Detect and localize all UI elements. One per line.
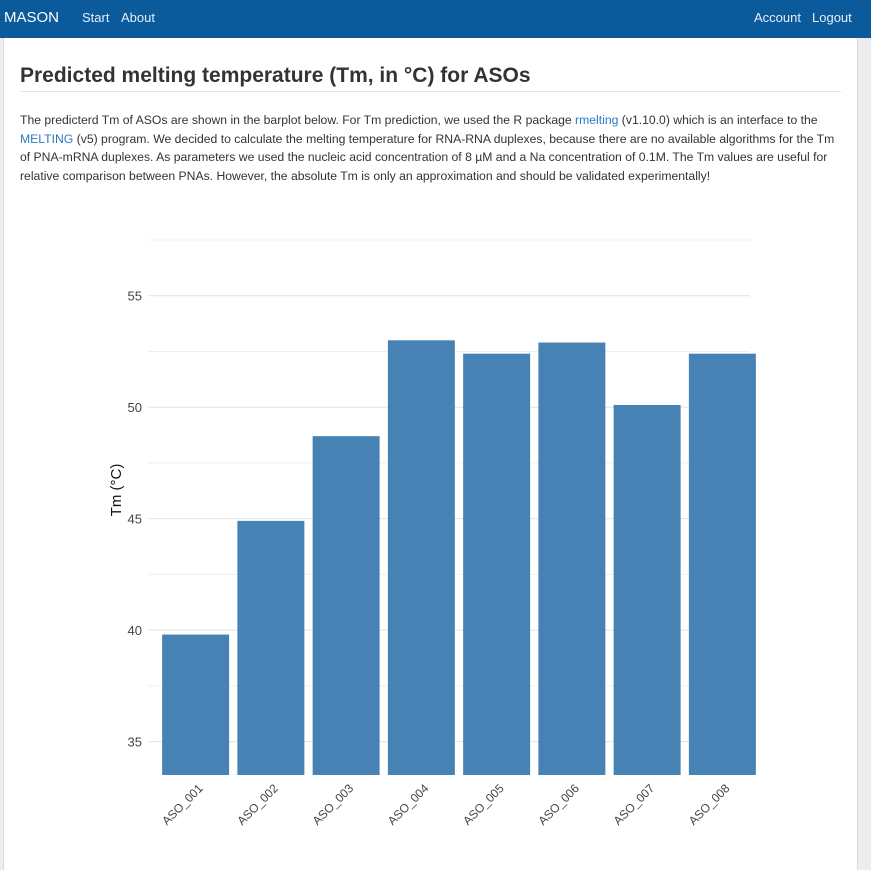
x-tick-label: ASO_007 xyxy=(611,781,658,828)
x-tick-label: ASO_001 xyxy=(159,781,206,828)
bar-aso-003 xyxy=(312,436,380,775)
nav-logout-link[interactable]: Logout xyxy=(812,10,852,25)
bar-aso-001 xyxy=(162,634,230,775)
melting-link[interactable]: MELTING xyxy=(20,131,74,146)
y-axis-ticks: 35 40 45 50 55 xyxy=(128,289,142,750)
y-tick-label: 55 xyxy=(128,289,142,304)
x-tick-label: ASO_004 xyxy=(385,781,432,828)
bar-aso-004 xyxy=(387,340,455,775)
rmelting-link[interactable]: rmelting xyxy=(575,113,619,127)
bar-aso-007 xyxy=(613,404,681,775)
bar-aso-002 xyxy=(237,520,305,775)
y-axis-label: Tm (°C) xyxy=(108,464,125,517)
x-tick-label: ASO_002 xyxy=(234,781,281,828)
page-title: Predicted melting temperature (Tm, in °C… xyxy=(20,64,531,87)
x-tick-label: ASO_006 xyxy=(535,781,582,828)
intro-text-1: The predicterd Tm of ASOs are shown in t… xyxy=(20,113,576,127)
x-tick-label: ASO_008 xyxy=(686,781,733,828)
intro-text-2: (v1.10.0) which is an interface to the xyxy=(618,113,818,127)
title-divider xyxy=(20,91,841,92)
y-tick-label: 50 xyxy=(128,400,142,415)
bars xyxy=(162,340,756,775)
y-tick-label: 40 xyxy=(128,623,142,638)
intro-text-3: (v5) program. We decided to calculate th… xyxy=(20,131,835,183)
y-tick-label: 45 xyxy=(128,512,142,527)
bar-aso-008 xyxy=(688,353,756,775)
nav-about-link[interactable]: About xyxy=(121,10,155,25)
nav-account-link[interactable]: Account xyxy=(754,10,801,25)
x-tick-label: ASO_005 xyxy=(460,781,507,828)
nav-start-link[interactable]: Start xyxy=(82,10,110,25)
brand-logo[interactable]: MASON xyxy=(4,9,60,26)
bar-aso-005 xyxy=(463,353,531,775)
navbar: MASON Start About Account Logout xyxy=(0,0,871,38)
y-tick-label: 35 xyxy=(128,735,142,750)
bar-aso-006 xyxy=(538,342,606,775)
intro-paragraph: The predicterd Tm of ASOs are shown in t… xyxy=(20,111,842,185)
x-tick-label: ASO_003 xyxy=(310,781,357,828)
x-axis-ticks: ASO_001 ASO_002 ASO_003 ASO_004 ASO_005 ASO_0… xyxy=(159,781,733,828)
